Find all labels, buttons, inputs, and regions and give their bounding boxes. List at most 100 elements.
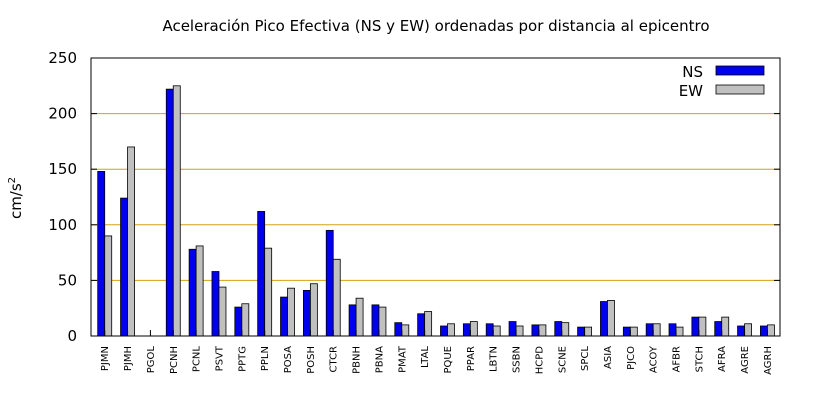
- x-tick-label: LBTN: [489, 346, 500, 372]
- bar-ns-stch: [691, 316, 700, 337]
- x-tick-label: PJMH: [123, 346, 134, 371]
- x-tick-label: PJMN: [100, 346, 111, 371]
- bar-ew-pjmh: [127, 146, 135, 337]
- bar-ew-acoy: [652, 323, 661, 337]
- bar-ns-pjco: [622, 326, 631, 337]
- bar-ns-ssbn: [508, 321, 517, 337]
- bar-ew-pjco: [629, 326, 638, 337]
- y-axis-label-superscript: 2: [7, 177, 18, 183]
- x-tick-label: STCH: [694, 346, 705, 372]
- bar-ns-pmat: [394, 322, 403, 337]
- y-tick-label: 200: [48, 105, 77, 123]
- bar-ew-ssbn: [515, 325, 524, 337]
- bar-ns-spcl: [577, 326, 586, 337]
- bar-ew-lbtn: [492, 325, 501, 337]
- bar-ns-pcnl: [188, 248, 197, 337]
- legend-label-ew: EW: [679, 82, 703, 100]
- x-tick-label: PPTG: [237, 346, 248, 372]
- axis-ticks: 0 50 100 150 200 250 PJMN PJMH PGOL PCNH PCNL PSVT P…: [48, 49, 780, 375]
- x-tick-label: PPLN: [260, 346, 271, 371]
- bar-ew-pbna: [378, 306, 387, 337]
- bar-ew-afbr: [675, 326, 684, 337]
- legend-swatch-ns: [715, 65, 765, 76]
- bar-ns-lbtn: [485, 323, 494, 337]
- bar-ns-pcnh: [165, 88, 174, 337]
- x-tick-label: HCPD: [534, 346, 545, 375]
- bar-ew-posa: [287, 287, 295, 337]
- bar-ns-asia: [600, 301, 608, 337]
- bar-ew-psvt: [218, 286, 227, 337]
- x-tick-label: AFBR: [672, 346, 683, 372]
- bar-ew-asia: [607, 300, 615, 337]
- bar-ew-scne: [561, 322, 570, 337]
- y-tick-label: 0: [67, 327, 77, 345]
- bar-ew-agre: [744, 323, 752, 337]
- bar-ew-pjmn: [104, 235, 113, 337]
- x-tick-label: SSBN: [512, 346, 523, 373]
- bar-ns-scne: [554, 321, 563, 337]
- bar-ew-stch: [698, 316, 707, 337]
- x-tick-label: PGOL: [146, 346, 157, 374]
- x-tick-label: AGRH: [763, 346, 774, 375]
- bar-ew-posh: [309, 283, 318, 337]
- plot-frame: [90, 57, 781, 337]
- bar-ew-agrh: [767, 324, 775, 337]
- bar-ew-pcnh: [172, 85, 181, 337]
- bar-ns-pjmn: [97, 171, 106, 337]
- bar-ew-pque: [447, 323, 455, 337]
- x-tick-label: PCNH: [169, 346, 180, 374]
- bar-ns-posa: [280, 296, 288, 337]
- x-tick-label: POSA: [283, 346, 294, 373]
- y-tick-label: 100: [48, 216, 77, 234]
- x-tick-label: PQUE: [443, 346, 454, 374]
- bar-ew-afra: [721, 316, 730, 337]
- x-tick-label: AGRE: [740, 346, 751, 374]
- bar-ns-ctcr: [325, 229, 334, 337]
- bar-ew-ltal: [424, 311, 433, 337]
- bar-ns-acoy: [645, 323, 654, 337]
- x-tick-label: SCNE: [557, 346, 568, 373]
- x-tick-label: ACOY: [649, 345, 660, 373]
- gridlines: [91, 113, 780, 281]
- legend-swatch-ew: [715, 84, 765, 95]
- x-tick-label: AFRA: [717, 346, 728, 372]
- bar-ew-ppar: [469, 321, 478, 337]
- bar-ns-pptg: [234, 306, 243, 337]
- bar-ns-hcpd: [531, 324, 540, 337]
- x-tick-label: CTCR: [329, 346, 340, 372]
- bar-ns-agre: [737, 325, 745, 337]
- y-tick-label: 250: [48, 49, 77, 67]
- bar-ns-afra: [714, 321, 723, 337]
- bar-ew-pcnl: [195, 245, 204, 337]
- x-tick-label: POSH: [306, 346, 317, 374]
- bar-ew-ctcr: [332, 258, 341, 337]
- bar-ew-pbnh: [355, 297, 364, 337]
- bar-ns-pbnh: [348, 304, 357, 337]
- x-tick-label: PJCO: [626, 346, 637, 370]
- bar-ns-ppar: [462, 323, 471, 337]
- y-tick-label: 50: [58, 271, 77, 289]
- bar-ns-pjmh: [120, 197, 128, 337]
- x-tick-label: PSVT: [214, 345, 225, 371]
- x-tick-label: PBNA: [374, 346, 385, 373]
- legend-label-ns: NS: [682, 63, 703, 81]
- bar-ns-afbr: [668, 323, 677, 337]
- bar-ew-hcpd: [538, 324, 547, 337]
- x-tick-label: SPCL: [580, 346, 591, 371]
- bar-ns-ppln: [257, 211, 266, 337]
- bar-ns-pque: [440, 325, 448, 337]
- x-tick-label: PBNH: [352, 346, 363, 374]
- bar-ew-ppln: [264, 247, 273, 337]
- bar-ns-psvt: [211, 271, 220, 337]
- y-axis-label: cm/s2: [7, 177, 25, 219]
- x-tick-label: PMAT: [397, 345, 408, 373]
- x-tick-label: ASIA: [603, 346, 614, 369]
- chart-title: Aceleración Pico Efectiva (NS y EW) orde…: [162, 17, 709, 35]
- bar-ew-spcl: [584, 326, 593, 337]
- x-tick-label: PCNL: [192, 346, 203, 372]
- y-tick-label: 150: [48, 160, 77, 178]
- bar-ns-ltal: [417, 313, 426, 337]
